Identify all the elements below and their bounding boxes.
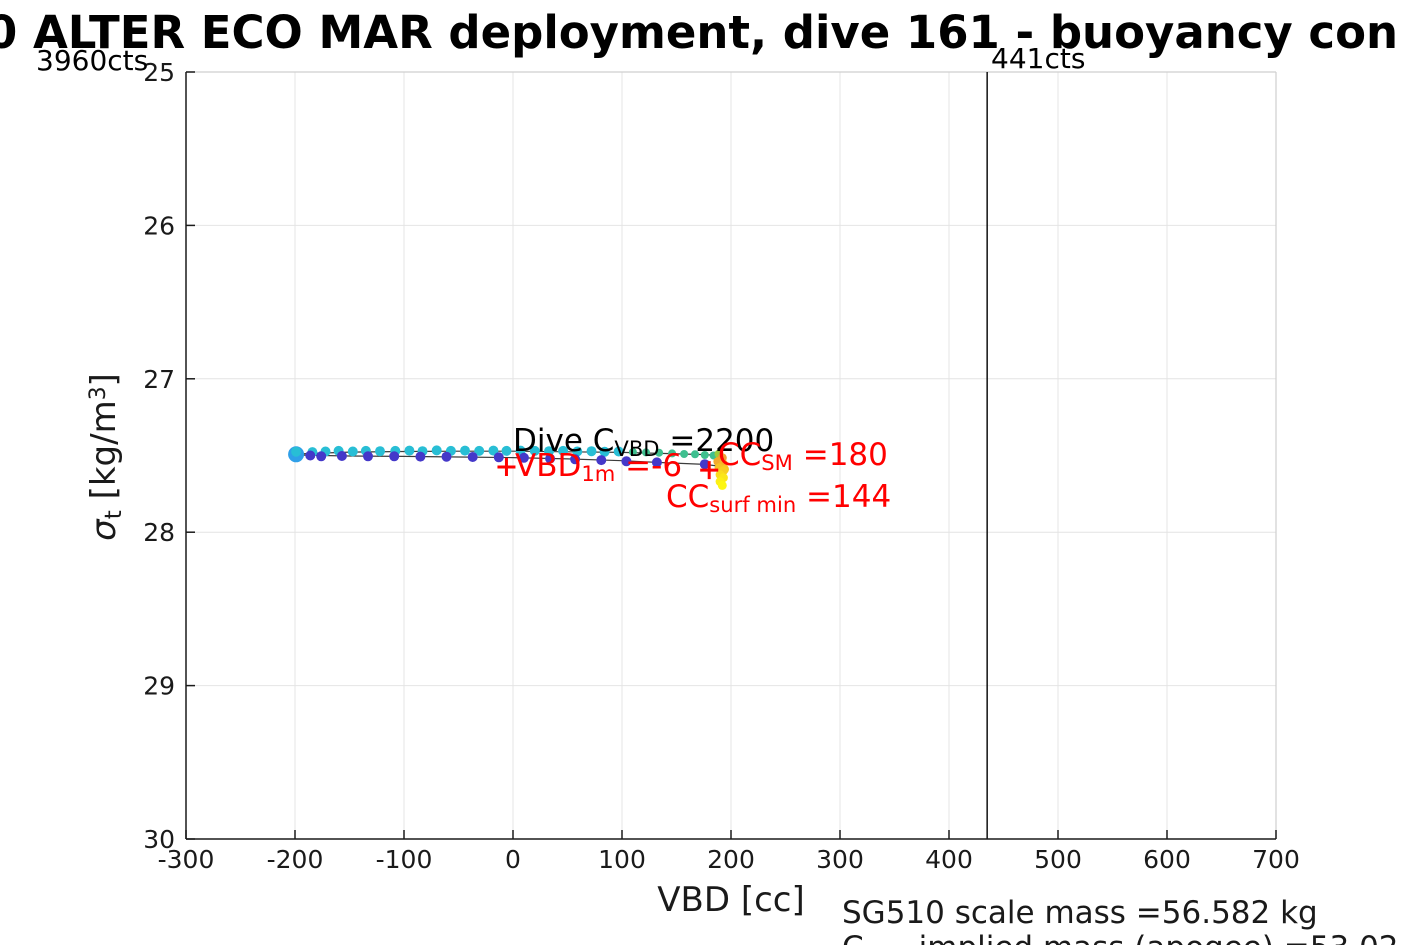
annotation-text: Dive C [513,423,615,459]
upper-points-cyan [291,445,624,458]
x-tick-label: 700 [1252,845,1300,874]
annotation-value: =-6 [615,448,683,484]
y-tick-label: 30 [143,825,175,854]
x-tick-label: 300 [816,845,864,874]
annotation-text: CC [666,479,710,515]
red-plus-markers [497,458,719,480]
annotation-vbd-1m: VBD1m =-6 [515,448,683,487]
x-tick-label: 100 [598,845,646,874]
tick-labels: -300 -200 -100 0 100 200 300 400 500 600 700 25 26 27… [143,58,1300,874]
annotation-subscript: SM [761,450,793,476]
implied-mass-value: implied mass (apogee) =53.02 [909,930,1399,945]
annotation-value: =144 [796,479,892,515]
y-label-exponent: 3 [86,386,112,401]
annotation-dive-cvbd: Dive CVBD =2200 [513,423,775,462]
y-label-units: [kg/m [84,400,124,511]
x-tick-label: -300 [158,845,215,874]
implied-mass-subscript: VBD [864,943,909,945]
annotation-text: CC [718,437,762,473]
lower-profile-line [296,454,717,467]
figure-title: 0 ALTER ECO MAR deployment, dive 161 - b… [0,6,1399,59]
annotation-subscript: surf min [709,492,797,518]
x-tick-label: 400 [925,845,973,874]
y-label-units-close: ] [84,373,124,387]
x-tick-label: -100 [376,845,433,874]
y-label-subscript: t [100,510,127,520]
annotation-cc-surf-min: CCsurf min =144 [666,479,892,518]
surface-cc-cluster [713,449,729,490]
y-tick-label: 27 [143,365,175,394]
y-tick-label: 25 [143,58,175,87]
annotation-cc-sm: CCSM =180 [718,437,888,476]
x-tick-label: 600 [1143,845,1191,874]
implied-mass-text: CVBD implied mass (apogee) =53.02 [842,930,1399,945]
x-tick-label: 500 [1034,845,1082,874]
annotation-value: =180 [792,437,888,473]
implied-mass-pre: C [842,930,864,945]
reference-line-counts-label: 441cts [991,42,1086,75]
y-tick-label: 26 [143,211,175,240]
plot-box [186,71,1277,839]
scale-mass-text: SG510 scale mass =56.582 kg [842,895,1318,931]
sigma-symbol: σ [84,519,124,541]
y-tick-label: 28 [143,518,175,547]
annotation-value: =2200 [659,423,775,459]
y-axis-label: σt [kg/m3] [84,373,127,541]
axes [185,71,1277,840]
x-axis-label: VBD [cc] [657,880,805,920]
left-vbd-counts-label: 3960cts [36,44,149,77]
lower-points-indigo [305,450,710,470]
upper-points-green [628,448,718,460]
annotation-subscript: 1m [581,461,616,487]
x-tick-label: -200 [267,845,324,874]
annotation-text: VBD [515,448,582,484]
y-tick-label: 29 [143,672,175,701]
annotation-subscript: VBD [614,436,660,462]
x-tick-label: 0 [505,845,521,874]
x-tick-label: 200 [707,845,755,874]
